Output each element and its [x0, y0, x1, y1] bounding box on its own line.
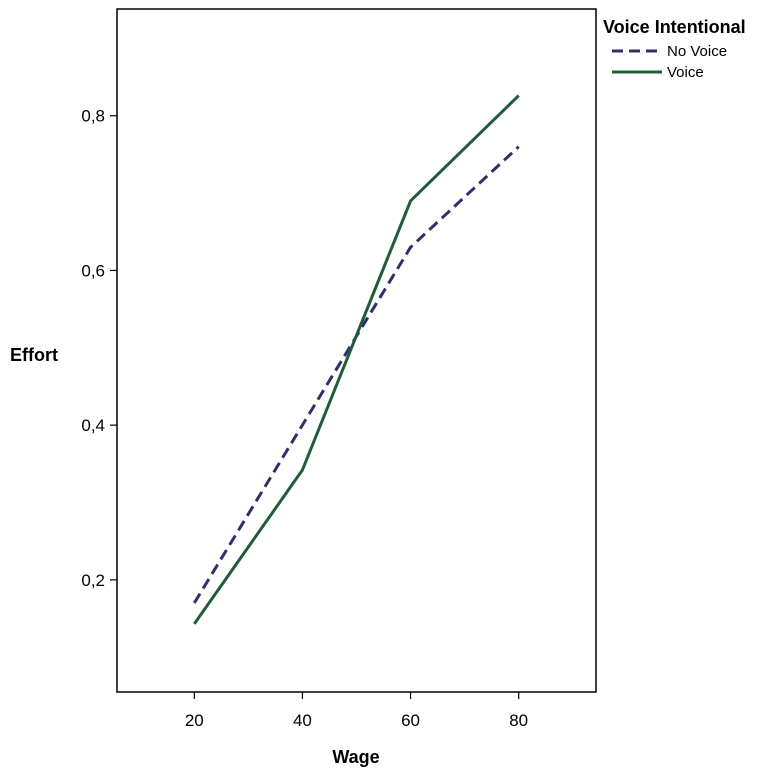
y-tick-label: 0,8 [81, 107, 105, 126]
plot-area-frame [116, 8, 597, 693]
series-line-no-voice [193, 145, 520, 604]
legend-entries: No Voice Voice [612, 43, 727, 81]
series-layer [193, 94, 520, 625]
y-tick-label: 0,2 [81, 571, 105, 590]
x-tick-label: 20 [185, 711, 204, 730]
y-axis-ticks: 0,2 0,4 0,6 0,8 [81, 107, 117, 590]
x-tick-label: 60 [401, 711, 420, 730]
y-axis-title: Effort [10, 345, 58, 365]
x-tick-label: 80 [509, 711, 528, 730]
y-tick-label: 0,6 [81, 261, 105, 280]
x-axis-title: Wage [332, 747, 379, 767]
series-line-voice [193, 94, 520, 625]
legend-label: Voice [667, 64, 704, 81]
x-tick-label: 40 [293, 711, 312, 730]
y-tick-label: 0,4 [81, 416, 105, 435]
legend-label: No Voice [667, 43, 727, 60]
legend: Voice Intentional No Voice Voice [603, 17, 746, 81]
legend-title: Voice Intentional [603, 17, 746, 37]
x-axis-ticks: 20 40 60 80 [185, 692, 528, 730]
